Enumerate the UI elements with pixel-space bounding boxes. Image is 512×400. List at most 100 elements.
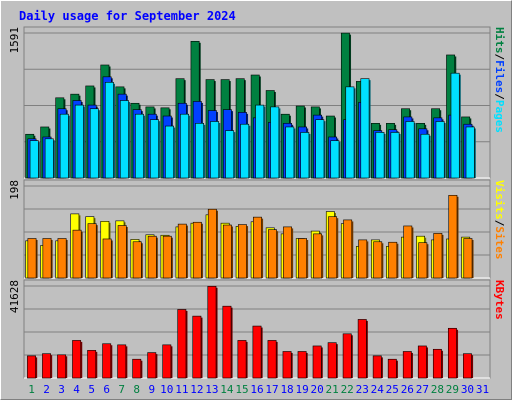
x-tick-label: 28 bbox=[431, 383, 444, 396]
hits-bar-pages bbox=[44, 138, 54, 179]
visits-bar-sites bbox=[237, 224, 247, 279]
x-tick-label: 17 bbox=[265, 383, 278, 396]
hits-legend-item: Pages bbox=[493, 100, 506, 133]
visits-bar-sites bbox=[162, 235, 172, 279]
x-tick-label: 26 bbox=[401, 383, 414, 396]
visits-bar-sites bbox=[253, 216, 262, 279]
x-tick-label: 8 bbox=[133, 383, 140, 396]
hits-bar-pages bbox=[59, 113, 69, 179]
hits-bar-pages bbox=[285, 126, 295, 179]
visits-bar-sites bbox=[343, 219, 353, 279]
x-tick-label: 1 bbox=[28, 383, 35, 396]
visits-bar-sites bbox=[177, 223, 187, 279]
x-tick-label: 10 bbox=[160, 383, 173, 396]
visits-bar-sites bbox=[448, 194, 458, 279]
hits-bar-pages bbox=[435, 121, 445, 179]
kbytes-bar-kbytes bbox=[327, 342, 337, 379]
kbytes-bar-kbytes bbox=[117, 344, 127, 379]
hits-series-pages bbox=[29, 72, 476, 179]
x-tick-label: 18 bbox=[280, 383, 293, 396]
hits-bar-pages bbox=[210, 121, 220, 179]
visits-max-label: 198 bbox=[8, 180, 21, 200]
hits-bar-pages bbox=[119, 100, 129, 179]
visits-bar-sites bbox=[313, 233, 323, 279]
x-tick-label: 5 bbox=[88, 383, 95, 396]
kbytes-bar-kbytes bbox=[147, 352, 157, 379]
x-tick-label: 20 bbox=[311, 383, 324, 396]
kbytes-bar-kbytes bbox=[102, 343, 112, 379]
kbytes-bar-kbytes bbox=[312, 345, 322, 379]
kbytes-bar-kbytes bbox=[297, 351, 307, 379]
visits-bar-sites bbox=[388, 241, 398, 279]
x-tick-label: 30 bbox=[461, 383, 474, 396]
kbytes-legend: KBytes bbox=[493, 280, 506, 320]
hits-bar-pages bbox=[74, 104, 84, 179]
kbytes-bar-kbytes bbox=[372, 355, 382, 379]
hits-max-label: 1591 bbox=[8, 27, 21, 54]
panel-hits: 1591 Hits/Files/Pages bbox=[8, 26, 506, 179]
x-tick-label: 16 bbox=[250, 383, 263, 396]
x-tick-label: 31 bbox=[476, 383, 489, 396]
visits-legend-item: Sites bbox=[493, 226, 506, 259]
visits-bar-sites bbox=[102, 238, 112, 279]
x-tick-label: 6 bbox=[103, 383, 110, 396]
hits-legend: Hits/Files/Pages bbox=[493, 27, 506, 133]
x-tick-label: 9 bbox=[148, 383, 155, 396]
kbytes-bar-kbytes bbox=[237, 340, 247, 379]
x-tick-label: 19 bbox=[295, 383, 308, 396]
kbytes-bar-kbytes bbox=[387, 358, 397, 379]
visits-legend-item: Visits bbox=[493, 180, 506, 220]
kbytes-bar-kbytes bbox=[162, 344, 172, 379]
chart-title: Daily usage for September 2024 bbox=[19, 9, 236, 23]
x-tick-label: 25 bbox=[386, 383, 399, 396]
visits-legend: Visits/Sites bbox=[493, 180, 506, 260]
x-tick-label: 24 bbox=[371, 383, 385, 396]
hits-bar-pages bbox=[450, 72, 460, 179]
kbytes-bar-kbytes bbox=[207, 285, 217, 379]
visits-bar-sites bbox=[42, 238, 52, 279]
kbytes-bar-kbytes bbox=[282, 351, 292, 379]
hits-bar-pages bbox=[29, 140, 39, 179]
kbytes-bar-kbytes bbox=[432, 348, 442, 379]
visits-bar-sites bbox=[328, 216, 338, 279]
kbytes-bar-kbytes bbox=[402, 351, 412, 379]
x-tick-label: 15 bbox=[235, 383, 248, 396]
hits-bar-pages bbox=[89, 108, 99, 179]
visits-bar-sites bbox=[87, 223, 97, 279]
kbytes-bar-kbytes bbox=[177, 309, 187, 379]
visits-bar-sites bbox=[403, 225, 413, 279]
visits-bar-sites bbox=[418, 242, 428, 279]
kbytes-bar-kbytes bbox=[87, 350, 97, 379]
hits-bar-pages bbox=[195, 123, 205, 179]
hits-bar-pages bbox=[180, 113, 189, 179]
kbytes-bar-kbytes bbox=[42, 353, 51, 379]
visits-bar-sites bbox=[463, 238, 473, 279]
hits-bar-pages bbox=[375, 132, 385, 179]
visits-series-sites bbox=[27, 194, 474, 279]
hits-legend-item: Files bbox=[493, 60, 506, 93]
x-tick-label: 2 bbox=[43, 383, 50, 396]
kbytes-bar-kbytes bbox=[357, 319, 367, 379]
x-tick-label: 7 bbox=[118, 383, 125, 396]
x-tick-label: 3 bbox=[58, 383, 65, 396]
kbytes-bar-kbytes bbox=[252, 325, 262, 379]
kbytes-bar-kbytes bbox=[27, 355, 36, 379]
kbytes-bar-kbytes bbox=[192, 315, 202, 379]
visits-bar-sites bbox=[373, 241, 383, 279]
x-tick-label: 23 bbox=[356, 383, 369, 396]
x-tick-label: 11 bbox=[175, 383, 188, 396]
hits-legend-item: / bbox=[493, 54, 506, 61]
visits-bar-sites bbox=[268, 229, 277, 279]
visits-bar-sites bbox=[222, 224, 232, 279]
visits-bar-sites bbox=[298, 238, 307, 279]
visits-bar-sites bbox=[132, 241, 142, 279]
panel-kbytes: 41628 KBytes bbox=[8, 279, 506, 379]
visits-bar-sites bbox=[27, 238, 37, 279]
x-tick-label: 29 bbox=[446, 383, 459, 396]
kbytes-bar-kbytes bbox=[267, 340, 277, 379]
kbytes-bar-kbytes bbox=[132, 358, 142, 379]
visits-bar-sites bbox=[433, 233, 443, 279]
hits-bar-pages bbox=[465, 126, 475, 179]
hits-bar-pages bbox=[315, 119, 325, 179]
